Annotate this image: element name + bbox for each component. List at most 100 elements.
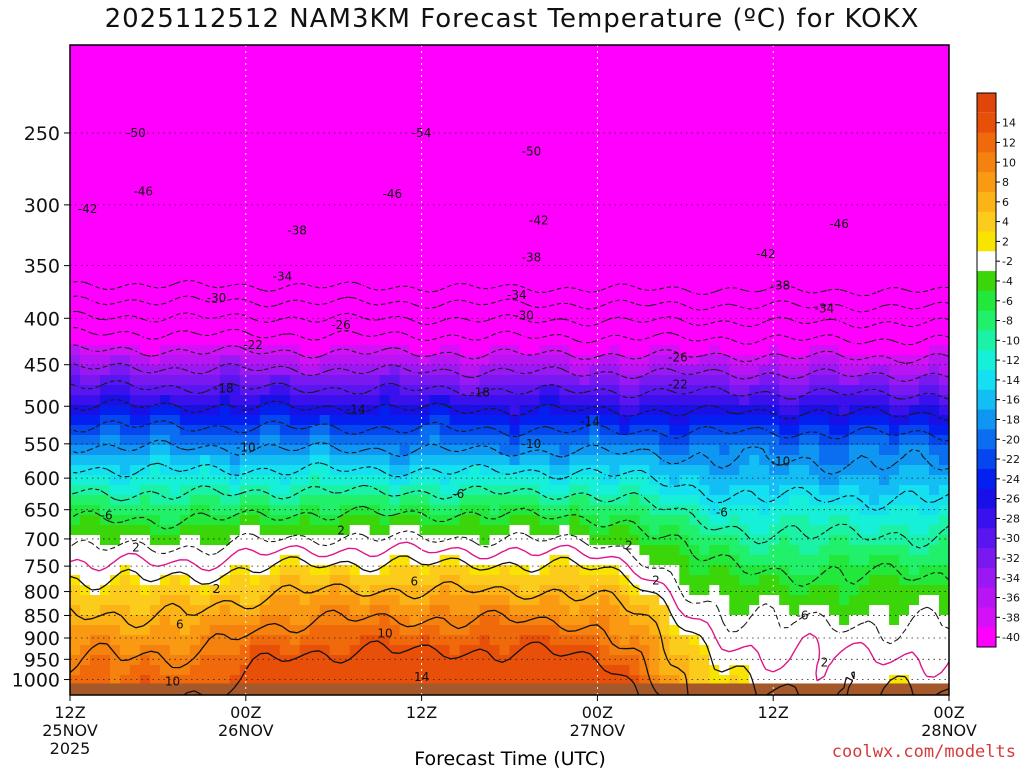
temperature-cell — [269, 385, 281, 396]
temperature-cell — [289, 135, 301, 146]
temperature-cell — [459, 115, 471, 126]
temperature-cell — [769, 645, 780, 656]
temperature-cell — [649, 475, 660, 486]
temperature-cell — [579, 485, 590, 496]
temperature-cell — [110, 665, 121, 676]
temperature-cell — [519, 555, 531, 566]
temperature-cell — [449, 395, 461, 406]
temperature-cell — [679, 235, 690, 246]
temperature-cell — [119, 475, 131, 486]
temperature-cell — [110, 435, 121, 446]
temperature-cell — [429, 95, 441, 106]
temperature-cell — [639, 95, 650, 106]
temperature-cell — [419, 165, 431, 176]
temperature-cell — [119, 55, 131, 66]
temperature-cell — [219, 505, 231, 516]
temperature-cell — [229, 495, 241, 506]
temperature-cell — [629, 455, 640, 466]
temperature-cell — [459, 265, 471, 276]
temperature-cell — [499, 435, 511, 446]
temperature-cell — [619, 235, 630, 246]
temperature-cell — [659, 195, 670, 206]
temperature-cell — [589, 675, 600, 686]
temperature-cell — [529, 305, 541, 316]
temperature-cell — [219, 95, 231, 106]
temperature-cell — [689, 205, 700, 216]
temperature-cell — [110, 595, 121, 606]
temperature-cell — [509, 365, 521, 376]
temperature-cell — [539, 565, 551, 576]
temperature-cell — [209, 425, 221, 436]
temperature-cell — [199, 575, 211, 586]
temperature-cell — [619, 625, 630, 636]
temperature-cell — [229, 575, 241, 586]
temperature-cell — [829, 365, 840, 376]
temperature-cell — [269, 105, 281, 116]
temperature-cell — [349, 225, 361, 236]
temperature-cell — [739, 665, 750, 676]
temperature-cell — [179, 195, 191, 206]
temperature-cell — [100, 175, 111, 186]
temperature-cell — [179, 635, 191, 646]
temperature-cell — [659, 455, 670, 466]
temperature-cell — [369, 555, 381, 566]
temperature-cell — [819, 75, 830, 86]
temperature-cell — [129, 45, 141, 56]
temperature-cell — [119, 305, 131, 316]
temperature-cell — [319, 55, 331, 66]
temperature-cell — [639, 635, 650, 646]
temperature-cell — [619, 575, 630, 586]
temperature-cell — [459, 475, 471, 486]
temperature-cell — [639, 265, 650, 276]
temperature-cell — [379, 125, 391, 136]
temperature-cell — [179, 45, 191, 56]
temperature-cell — [169, 285, 181, 296]
temperature-cell — [789, 345, 800, 356]
temperature-cell — [779, 675, 790, 686]
temperature-cell — [219, 335, 231, 346]
temperature-cell — [519, 615, 531, 626]
temperature-cell — [259, 325, 271, 336]
temperature-cell — [90, 375, 101, 386]
temperature-cell — [439, 115, 451, 126]
temperature-cell — [579, 625, 590, 636]
temperature-cell — [209, 405, 221, 416]
temperature-cell — [100, 445, 111, 456]
temperature-cell — [149, 305, 161, 316]
temperature-cell — [209, 505, 221, 516]
temperature-cell — [709, 435, 720, 446]
temperature-cell — [509, 675, 521, 686]
temperature-cell — [519, 165, 531, 176]
temperature-cell — [369, 285, 381, 296]
temperature-cell — [319, 665, 331, 676]
temperature-cell — [110, 145, 121, 156]
temperature-cell — [729, 385, 740, 396]
temperature-cell — [719, 195, 730, 206]
temperature-cell — [609, 165, 620, 176]
temperature-cell — [399, 295, 411, 306]
temperature-cell — [80, 105, 91, 116]
temperature-cell — [669, 455, 680, 466]
temperature-cell — [609, 265, 620, 276]
temperature-cell — [559, 635, 570, 646]
temperature-cell — [269, 115, 281, 126]
temperature-cell — [209, 185, 221, 196]
temperature-cell — [479, 305, 491, 316]
temperature-cell — [119, 665, 131, 676]
temperature-cell — [449, 305, 461, 316]
temperature-cell — [819, 55, 830, 66]
temperature-cell — [819, 125, 830, 136]
temperature-cell — [379, 465, 391, 476]
temperature-cell — [189, 425, 201, 436]
temperature-cell — [339, 125, 351, 136]
temperature-cell — [429, 655, 441, 666]
temperature-cell — [759, 675, 770, 686]
temperature-cell — [70, 515, 81, 526]
temperature-cell — [219, 195, 231, 206]
temperature-cell — [179, 335, 191, 346]
temperature-cell — [159, 435, 171, 446]
temperature-cell — [759, 495, 770, 506]
temperature-cell — [609, 445, 620, 456]
temperature-cell — [579, 365, 590, 376]
temperature-cell — [149, 385, 161, 396]
